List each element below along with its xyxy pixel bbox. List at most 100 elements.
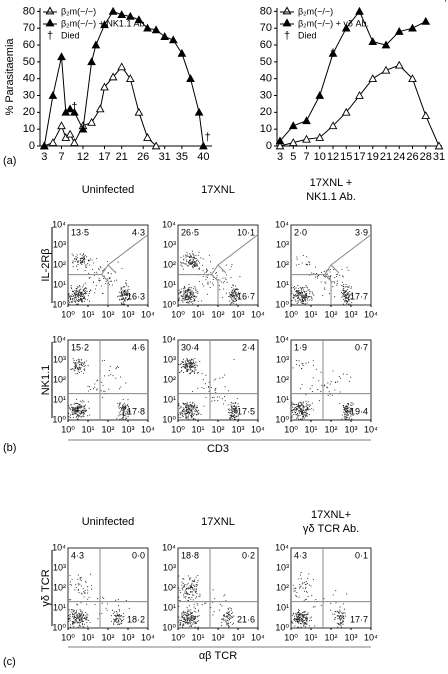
dot	[125, 417, 127, 419]
dot	[119, 418, 121, 420]
dot	[185, 417, 187, 419]
dot	[86, 621, 88, 624]
dot	[184, 263, 186, 265]
dot	[292, 613, 294, 615]
dot	[298, 410, 300, 412]
dot	[306, 590, 308, 592]
dot	[76, 406, 78, 408]
y-tick-label: 0	[266, 140, 272, 152]
dot	[122, 403, 124, 406]
dot	[297, 403, 299, 405]
dot	[303, 623, 305, 625]
dot	[305, 410, 307, 412]
dot	[82, 256, 85, 258]
dot	[336, 622, 338, 624]
dot	[121, 418, 123, 420]
dot	[303, 614, 305, 616]
marker	[408, 23, 417, 32]
dot	[79, 292, 81, 295]
dot	[83, 617, 85, 619]
dot	[74, 402, 76, 404]
dot	[292, 406, 294, 408]
dot	[79, 412, 81, 414]
dot	[297, 619, 299, 621]
dot	[192, 293, 194, 295]
dot	[237, 294, 239, 296]
dot	[236, 411, 238, 413]
dot	[180, 417, 182, 419]
dot	[235, 409, 237, 411]
dot	[68, 609, 70, 611]
dot	[236, 410, 238, 412]
dot	[293, 588, 295, 590]
dot	[94, 603, 96, 605]
dot	[344, 412, 346, 414]
dot	[213, 396, 215, 398]
marker	[134, 15, 144, 24]
dot	[296, 596, 298, 598]
dot	[221, 621, 223, 623]
dot	[227, 617, 229, 619]
dot	[88, 272, 90, 274]
dot	[193, 365, 195, 367]
dot	[82, 415, 84, 417]
dot	[69, 583, 71, 586]
dot	[81, 263, 83, 265]
dot	[179, 619, 181, 621]
dot	[231, 301, 233, 303]
dot	[341, 295, 344, 297]
dot	[182, 583, 184, 585]
dot	[305, 586, 307, 588]
dot	[73, 408, 75, 410]
dot	[339, 274, 341, 276]
dot	[301, 292, 303, 295]
dot	[229, 607, 231, 609]
dot	[178, 621, 180, 623]
dot	[350, 404, 352, 406]
x-tick-label: 10⁴	[251, 309, 265, 319]
dot	[190, 588, 192, 590]
column-header: 17XNL	[201, 516, 235, 528]
dot	[83, 409, 85, 411]
dot	[188, 617, 190, 619]
dot	[195, 265, 197, 267]
dot	[193, 580, 195, 582]
dot	[114, 614, 116, 616]
dot	[122, 297, 124, 299]
y-tick-label: 10¹	[163, 602, 176, 612]
dot	[342, 292, 344, 294]
dot	[79, 619, 81, 621]
dot	[188, 288, 190, 290]
dot	[75, 297, 77, 299]
dot	[237, 403, 239, 405]
column-header: 17XNL	[201, 184, 235, 196]
dot	[302, 587, 304, 589]
dot	[76, 410, 78, 412]
dot	[183, 624, 185, 626]
dot	[77, 368, 79, 370]
dot	[81, 301, 83, 303]
dot	[74, 619, 76, 621]
dot	[294, 615, 296, 617]
dot	[345, 407, 347, 409]
dot	[300, 295, 303, 297]
dot	[114, 619, 116, 621]
dot	[78, 290, 80, 293]
dot	[304, 294, 306, 296]
dot	[345, 295, 347, 297]
dot	[302, 406, 304, 408]
dot	[73, 410, 75, 412]
dot	[192, 262, 194, 264]
dot	[219, 603, 221, 605]
marker	[194, 107, 204, 116]
dot	[82, 625, 84, 627]
dot	[191, 296, 193, 298]
dot	[305, 291, 307, 293]
y-tick-label: 80	[23, 5, 35, 17]
gate	[178, 340, 258, 420]
dot	[315, 368, 317, 370]
dot	[124, 291, 126, 293]
dot	[79, 403, 81, 405]
dot	[113, 623, 115, 626]
dot	[81, 255, 83, 257]
